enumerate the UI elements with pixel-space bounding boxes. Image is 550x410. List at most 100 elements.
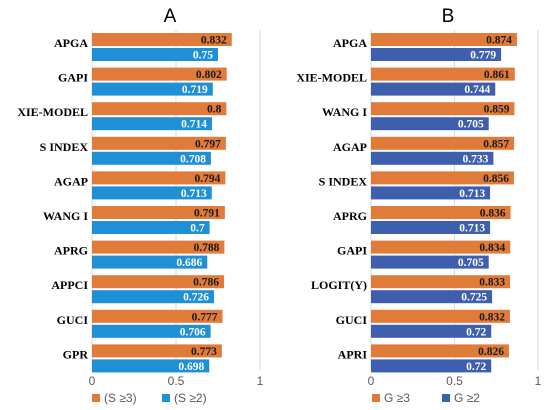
category-label: GUCI (57, 313, 89, 327)
bar (371, 221, 491, 234)
data-label: 0.726 (183, 292, 209, 304)
x-tick-label: 0 (89, 374, 96, 388)
category-label: AGAP (333, 140, 367, 154)
category-label: APRG (54, 244, 88, 258)
legend-swatch (372, 394, 380, 402)
data-label: 0.802 (196, 69, 222, 81)
bar (92, 344, 222, 358)
bar (92, 255, 208, 269)
data-label: 0.713 (459, 223, 485, 235)
category-label: APPCI (51, 278, 88, 292)
data-label: 0.786 (193, 277, 219, 289)
bar (371, 240, 511, 254)
bar (92, 206, 225, 219)
x-tick-label: 1 (535, 374, 542, 388)
bar (92, 48, 218, 61)
bar (92, 359, 210, 373)
category-label: XIE-MODEL (17, 105, 88, 119)
bar (371, 82, 496, 96)
bar (371, 275, 511, 289)
data-label: 0.698 (178, 361, 204, 373)
category-label: WANG I (43, 209, 88, 223)
data-label: 0.833 (479, 277, 505, 289)
category-label: LOGIT(Y) (311, 278, 367, 292)
data-label: 0.75 (193, 50, 213, 62)
data-label: 0.72 (466, 361, 486, 373)
legend-entry: G ≥2 (454, 391, 480, 405)
data-label: 0.714 (181, 119, 207, 131)
bar (371, 171, 514, 185)
legend-swatch (162, 394, 170, 402)
data-label: 0.7 (190, 223, 205, 235)
data-label: 0.705 (458, 257, 484, 269)
legend-entry: (S ≥3) (104, 391, 137, 405)
category-label: APRG (333, 209, 367, 223)
data-label: 0.733 (463, 153, 489, 165)
bar (92, 67, 227, 81)
bar (92, 290, 214, 304)
x-tick-label: 0.5 (446, 374, 463, 388)
bar (371, 136, 515, 150)
bar (92, 240, 225, 254)
data-label: 0.777 (192, 311, 218, 323)
bar (371, 255, 489, 269)
category-label: GPR (63, 347, 89, 361)
data-label: 0.725 (461, 292, 487, 304)
category-label: APRI (338, 347, 368, 361)
category-label: S INDEX (319, 174, 368, 188)
bar (371, 344, 509, 358)
data-label: 0.713 (181, 188, 207, 200)
data-label: 0.861 (484, 69, 510, 81)
bar (371, 359, 492, 373)
data-label: 0.719 (182, 84, 208, 96)
legend-swatch (92, 394, 100, 402)
data-label: 0.794 (195, 173, 221, 185)
category-label: XIE-MODEL (296, 71, 367, 85)
bar (92, 324, 211, 338)
bar (371, 102, 515, 116)
bar (371, 206, 511, 219)
bar (92, 186, 212, 200)
bar (92, 221, 210, 234)
data-label: 0.797 (195, 138, 221, 150)
category-label: APGA (54, 36, 88, 50)
data-label: 0.791 (194, 208, 220, 220)
category-label: GAPI (337, 244, 367, 258)
data-label: 0.832 (479, 311, 505, 323)
bar (371, 290, 493, 304)
data-label: 0.826 (478, 346, 504, 358)
data-label: 0.874 (486, 35, 512, 47)
data-label: 0.8 (207, 104, 222, 116)
bar (92, 102, 227, 116)
chart-title: A (164, 6, 177, 27)
category-label: WANG I (322, 105, 367, 119)
data-label: 0.706 (180, 326, 206, 338)
legend-entry: G ≥3 (384, 391, 410, 405)
bar (92, 33, 232, 46)
bar (92, 309, 223, 323)
x-tick-label: 0.5 (168, 374, 185, 388)
data-label: 0.713 (459, 188, 485, 200)
category-label: GUCI (336, 313, 368, 327)
data-label: 0.705 (458, 119, 484, 131)
data-label: 0.788 (194, 242, 220, 254)
bar (371, 33, 517, 46)
data-label: 0.834 (479, 242, 505, 254)
bar (92, 136, 226, 150)
data-label: 0.686 (176, 257, 202, 269)
bar (371, 309, 510, 323)
x-tick-label: 0 (368, 374, 375, 388)
data-label: 0.836 (480, 208, 506, 220)
data-label: 0.72 (466, 326, 486, 338)
data-label: 0.857 (483, 138, 509, 150)
bar (371, 186, 491, 200)
bar (92, 82, 213, 96)
data-label: 0.856 (483, 173, 509, 185)
bar (92, 275, 225, 289)
bar (92, 171, 226, 185)
bar (92, 151, 211, 165)
legend-swatch (442, 394, 450, 402)
category-label: S INDEX (40, 140, 89, 154)
bar (371, 48, 502, 61)
bar (92, 117, 212, 131)
